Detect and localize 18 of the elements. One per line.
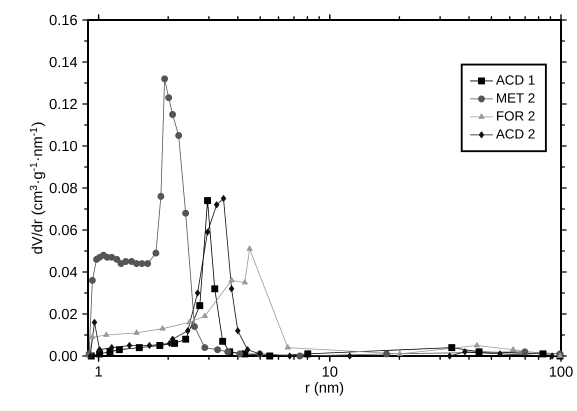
legend-label: ACD 2: [496, 129, 535, 139]
y-tick-label: 0.02: [50, 308, 77, 320]
legend-label: FOR 2: [497, 111, 535, 121]
y-tick-label: 0.08: [50, 182, 77, 194]
x-tick-label: 100: [550, 366, 573, 377]
y-tick-label: 0.16: [50, 14, 77, 26]
y-tick-label: 0.10: [50, 140, 78, 152]
y-tick-label: 0.00: [50, 350, 78, 362]
y-tick-label: 0.04: [50, 266, 78, 278]
x-axis-title: r (nm): [306, 382, 344, 396]
y-tick-label: 0.14: [50, 56, 78, 68]
x-tick-label: 10: [322, 366, 338, 377]
legend-label: ACD 1: [496, 75, 535, 85]
x-tick-label: 1: [96, 366, 102, 376]
y-tick-label: 0.06: [50, 224, 77, 236]
legend-label: MET 2: [497, 93, 535, 103]
y-axis-title: dV/dr (cm$^{3}$·g$^{-1}$·nm$^{-1}$): [30, 122, 46, 254]
y-tick-label: 0.12: [50, 98, 77, 110]
